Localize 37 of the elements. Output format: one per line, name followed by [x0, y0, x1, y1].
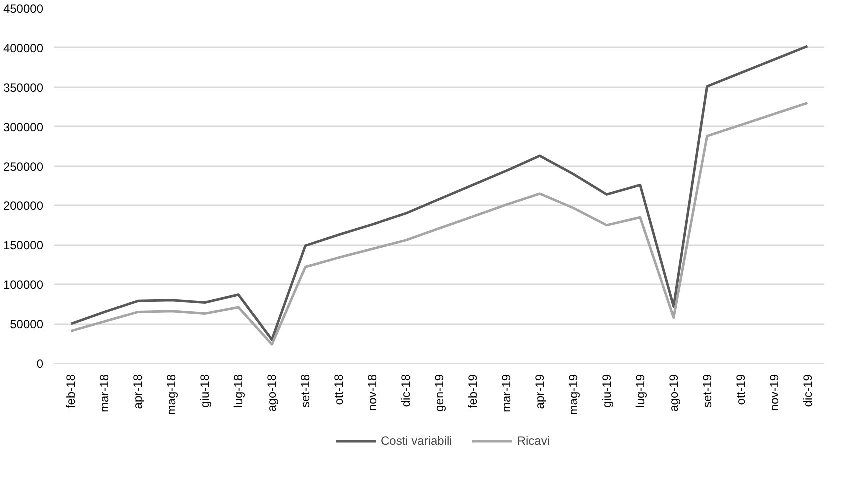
x-tick-label: apr-18 — [131, 374, 146, 410]
x-tick-label: lug-18 — [232, 374, 246, 408]
x-tick-label: nov-19 — [767, 374, 782, 412]
x-tick-label: ago-19 — [666, 374, 681, 412]
y-tick-label: 0 — [36, 357, 44, 371]
x-tick-label: set-19 — [700, 374, 714, 408]
x-tick-label: giu-18 — [198, 374, 212, 408]
legend-label: Costi variabili — [380, 434, 452, 448]
x-tick-label: dic-18 — [399, 374, 414, 408]
y-tick-label: 200000 — [3, 199, 44, 214]
y-tick-label: 150000 — [3, 238, 44, 253]
x-tick-label: ago-18 — [265, 374, 280, 412]
line-series — [70, 45, 810, 342]
y-tick-label: 100000 — [3, 278, 44, 292]
y-tick-label: 250000 — [3, 160, 44, 174]
x-tick-label: feb-18 — [64, 374, 78, 409]
x-tick-label: dic-19 — [800, 374, 815, 408]
x-tick-label: mar-19 — [499, 374, 514, 413]
y-tick-label: 450000 — [3, 2, 44, 16]
x-tick-label: gen-19 — [432, 374, 446, 412]
x-tick-label: mag-18 — [164, 374, 179, 416]
y-tick-label: 50000 — [10, 318, 44, 332]
x-tick-label: feb-19 — [466, 374, 480, 409]
y-tick-label: 300000 — [3, 120, 44, 134]
legend-label: Ricavi — [517, 434, 550, 448]
x-tick-label: set-18 — [298, 374, 313, 408]
x-tick-label: lug-19 — [633, 374, 648, 408]
x-tick-label: ott-18 — [332, 374, 346, 406]
x-tick-label: ott-19 — [734, 374, 748, 406]
x-tick-label: mag-19 — [566, 374, 580, 416]
line-series — [70, 102, 810, 346]
x-tick-label: giu-19 — [600, 374, 614, 408]
x-tick-label: mar-18 — [98, 374, 112, 413]
x-tick-label: nov-18 — [366, 374, 380, 412]
y-tick-label: 350000 — [3, 80, 44, 95]
x-tick-label: apr-19 — [532, 374, 547, 410]
y-tick-label: 400000 — [3, 41, 44, 56]
